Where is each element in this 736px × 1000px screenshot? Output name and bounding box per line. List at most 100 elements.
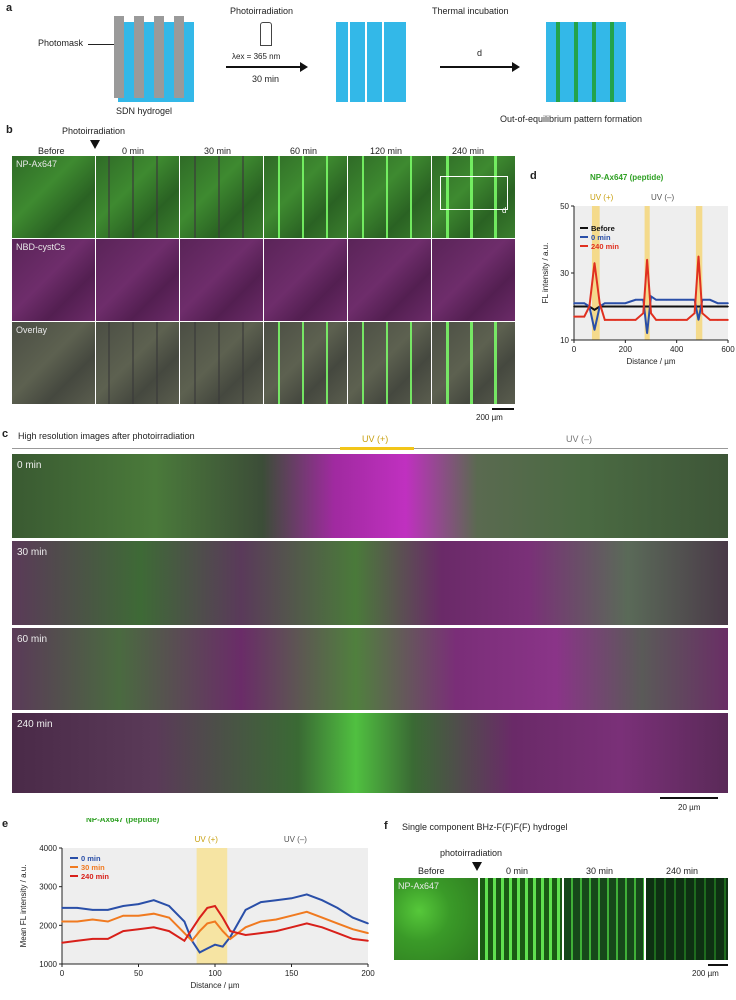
step1-label: Photoirradiation	[230, 6, 294, 16]
data-point	[244, 926, 247, 929]
data-point	[655, 305, 657, 308]
series-line-1	[62, 910, 369, 943]
data-point	[206, 947, 209, 950]
legend-entry: 240 min	[81, 872, 109, 881]
arrow-1	[226, 66, 306, 68]
photomask-pointer	[88, 44, 114, 45]
data-point	[275, 899, 278, 901]
data-point	[260, 901, 262, 903]
data-point	[701, 312, 704, 314]
panel-c-title: High resolution images after photoirradi…	[18, 431, 195, 441]
tile-green-30	[180, 156, 263, 238]
photomask-bar	[174, 16, 184, 98]
data-point	[655, 319, 657, 321]
panel-f-letter: f	[384, 820, 388, 832]
data-point	[598, 302, 601, 304]
data-point	[614, 302, 616, 304]
panel-d-letter: d	[530, 170, 537, 182]
data-point	[168, 905, 170, 907]
data-point	[336, 922, 339, 925]
data-point	[336, 932, 339, 934]
uv-minus-label: UV (–)	[284, 835, 307, 844]
tile-overlay-before: Overlay	[12, 322, 95, 404]
legend-entry: 30 min	[81, 863, 105, 872]
data-point	[614, 319, 616, 321]
data-point	[573, 305, 575, 308]
col-240min: 240 min	[452, 146, 485, 156]
data-point	[137, 914, 140, 917]
x-axis-label: Distance / µm	[626, 357, 675, 366]
step2-label: Thermal incubation	[432, 6, 509, 16]
data-point	[198, 916, 201, 919]
data-point	[593, 262, 596, 264]
data-point	[573, 315, 575, 318]
data-point	[675, 305, 678, 308]
data-point	[686, 299, 688, 301]
data-point	[198, 930, 201, 932]
data-point	[646, 332, 648, 335]
uv-plus-label-c: UV (+)	[362, 434, 389, 444]
arrow-2-head	[512, 62, 520, 72]
hr-image-240: 240 min	[12, 713, 728, 793]
data-point	[306, 922, 308, 925]
x-tick-label: 100	[208, 969, 222, 978]
data-point	[604, 319, 606, 321]
data-point	[76, 920, 79, 923]
data-point	[351, 938, 354, 940]
data-point	[655, 299, 657, 301]
gel-line	[348, 22, 350, 102]
f-col-30: 30 min	[586, 866, 614, 876]
data-point	[244, 934, 247, 936]
x-tick-label: 150	[285, 969, 299, 978]
pattern-stripe	[556, 22, 560, 102]
x-tick-label: 200	[361, 969, 375, 978]
data-point	[275, 918, 278, 921]
data-point	[646, 258, 648, 261]
data-point	[336, 907, 339, 909]
data-point	[604, 302, 606, 304]
data-point	[206, 907, 209, 909]
scalebar-b-label: 200 µm	[476, 413, 503, 422]
data-point	[153, 899, 155, 901]
tile-green-240: d	[432, 156, 515, 238]
data-point	[697, 305, 700, 308]
tile-overlay-30	[180, 322, 263, 404]
data-point	[76, 940, 79, 942]
col-before: Before	[38, 146, 65, 156]
series-line-0	[62, 893, 369, 954]
scalebar-c	[660, 797, 718, 799]
hr-image-30: 30 min	[12, 541, 728, 625]
data-point	[107, 909, 109, 911]
data-point	[727, 305, 729, 308]
data-point	[221, 916, 224, 919]
y-tick-label: 4000	[39, 844, 57, 853]
tile-overlay-0	[96, 322, 179, 404]
uv-minus-label: UV (–)	[651, 193, 674, 202]
data-point	[634, 305, 637, 308]
data-point	[697, 255, 700, 258]
tile-magenta-30	[180, 239, 263, 321]
data-point	[634, 319, 637, 321]
col-0min: 0 min	[122, 146, 145, 156]
data-point	[290, 914, 293, 917]
data-point	[221, 930, 224, 932]
data-point	[275, 930, 278, 932]
x-tick-label: 0	[60, 969, 65, 978]
series-line-2	[61, 904, 369, 944]
scalebar-c-label: 20 µm	[678, 803, 701, 812]
uv-plus-bar-c	[340, 447, 414, 450]
result-label: Out-of-equilibrium pattern formation	[500, 114, 643, 124]
lambda-label: λex = 365 nm	[232, 52, 281, 61]
data-point	[665, 299, 668, 301]
data-point	[122, 930, 124, 932]
data-point	[91, 918, 94, 921]
y-tick-label: 30	[560, 269, 569, 278]
data-point	[588, 305, 591, 308]
data-point	[642, 312, 645, 314]
data-point	[614, 305, 616, 308]
tile-overlay-240	[432, 322, 515, 404]
hr-image-60: 60 min	[12, 628, 728, 710]
y-tick-label: 1000	[39, 960, 57, 969]
y-tick-label: 3000	[39, 883, 57, 892]
data-point	[634, 299, 637, 301]
